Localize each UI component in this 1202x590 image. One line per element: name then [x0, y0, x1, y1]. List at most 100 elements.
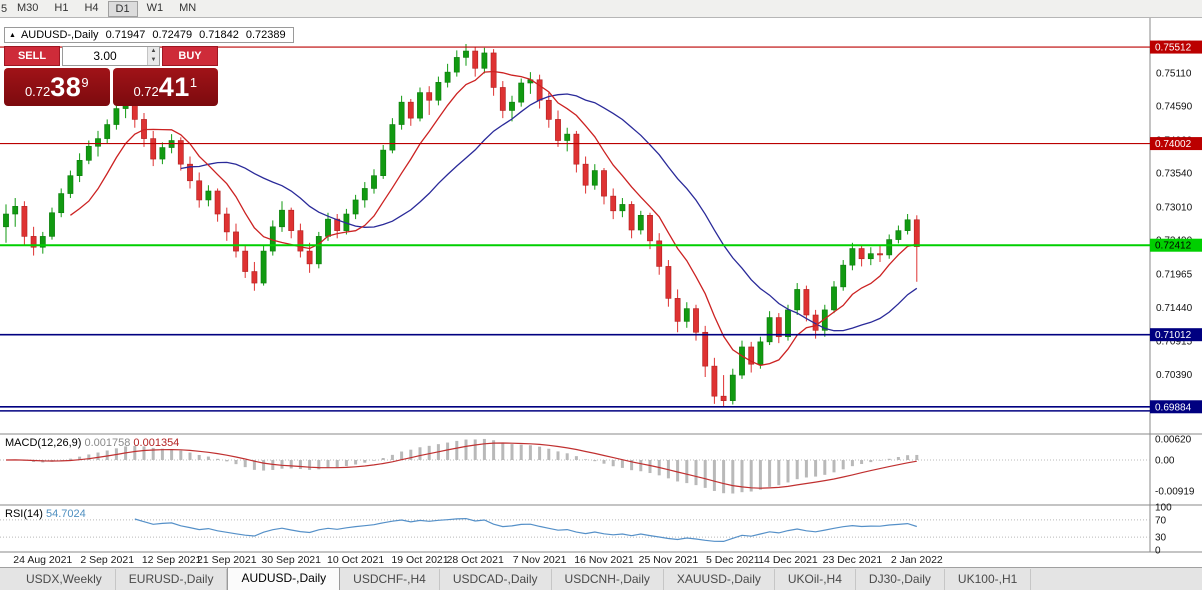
candle-body — [352, 199, 359, 215]
sell-button[interactable]: SELL — [4, 46, 60, 66]
candle-body — [3, 213, 9, 228]
price-tag — [1150, 137, 1202, 151]
candle-body — [656, 240, 663, 267]
candle-body — [371, 175, 377, 189]
candle-body — [610, 195, 617, 212]
macd-axis-label: 0.00620 — [1155, 435, 1192, 446]
candle-body — [637, 214, 644, 231]
candle-body — [720, 395, 727, 401]
candle-body — [693, 308, 699, 333]
date-axis-label: 12 Sep 2021 — [142, 554, 202, 566]
tab-usdx-weekly[interactable]: USDX,Weekly — [13, 569, 116, 590]
macd-axis-label: -0.00919 — [1155, 487, 1195, 498]
chart-ohlc-readout: ▲ AUDUSD-,Daily 0.71947 0.72479 0.71842 … — [4, 27, 294, 43]
candle-body — [729, 374, 736, 401]
clipped-toolbar-button[interactable]: 5 — [1, 2, 8, 15]
candle-body — [39, 236, 46, 248]
candle-body — [30, 236, 37, 248]
ohlc-low: 0.71842 — [199, 29, 239, 41]
volume-spinner: ▲ ▼ — [147, 47, 159, 65]
candle-body — [426, 92, 433, 101]
buy-button[interactable]: BUY — [162, 46, 218, 66]
candle-body — [233, 231, 239, 252]
candle-body — [509, 101, 515, 111]
candle-body — [490, 52, 497, 88]
candle-body — [536, 79, 543, 101]
price-tag-label: 0.75512 — [1155, 43, 1192, 54]
candle-body — [647, 214, 653, 242]
candle-body — [766, 317, 773, 343]
date-axis-label: 19 Oct 2021 — [391, 554, 448, 566]
candle-body — [794, 289, 801, 311]
timeframe-button-w1[interactable]: W1 — [146, 1, 164, 14]
date-axis-label: 2 Jan 2022 — [891, 554, 943, 566]
tab-usdcnh-daily[interactable]: USDCNH-,Daily — [552, 569, 664, 590]
tab-audusd-daily[interactable]: AUDUSD-,Daily — [227, 567, 341, 590]
timeframe-button-d1[interactable]: D1 — [107, 0, 138, 17]
candle-body — [288, 209, 295, 231]
candle-body — [702, 331, 709, 367]
rsi-axis-label: 0 — [1155, 546, 1161, 557]
candle-body — [315, 236, 322, 265]
candle-body — [187, 163, 193, 182]
candle-body — [58, 193, 65, 214]
candle-body — [95, 138, 101, 147]
timeframe-button-mn[interactable]: MN — [179, 1, 197, 14]
tab-usdchf-h4[interactable]: USDCHF-,H4 — [340, 569, 440, 590]
candle-body — [849, 248, 856, 266]
tab-uk100-h1[interactable]: UK100-,H1 — [945, 569, 1032, 590]
candle-body — [886, 239, 893, 256]
candle-body — [748, 346, 755, 365]
candle-body — [858, 248, 865, 260]
price-tag-label: 0.74002 — [1155, 139, 1192, 150]
candle-body — [361, 188, 368, 201]
candle-body — [76, 160, 83, 176]
candle-body — [306, 250, 313, 265]
timeframe-button-h4[interactable]: H4 — [84, 1, 99, 14]
candle-body — [67, 175, 74, 194]
candle-body — [739, 346, 745, 376]
price-axis-label: 0.74590 — [1156, 101, 1193, 112]
candle-body — [444, 71, 451, 83]
candle-body — [297, 230, 304, 252]
candle-body — [113, 108, 120, 125]
volume-input[interactable]: 3.00 — [93, 49, 117, 63]
tab-eurusd-daily[interactable]: EURUSD-,Daily — [116, 569, 228, 590]
volume-down-button[interactable]: ▼ — [148, 56, 159, 65]
symbol-tabbar: USDX,Weekly EURUSD-,Daily AUDUSD-,Daily USD… — [0, 567, 1202, 590]
buy-price-prefix: 0.72 — [133, 84, 159, 99]
sell-price-pipette: 9 — [81, 75, 89, 90]
candle-body — [904, 219, 911, 231]
candle-body — [582, 163, 589, 186]
macd-signal-line — [5, 442, 917, 489]
rsi-indicator-label: RSI(14) 54.7024 — [5, 508, 86, 520]
tab-dj30-daily[interactable]: DJ30-,Daily — [856, 569, 945, 590]
tab-usdcad-daily[interactable]: USDCAD-,Daily — [440, 569, 552, 590]
candle-body — [913, 219, 920, 247]
tab-xauusd-daily[interactable]: XAUUSD-,Daily — [664, 569, 775, 590]
price-tag — [1150, 40, 1202, 54]
candle-body — [435, 82, 442, 101]
timeframe-button-h1[interactable]: H1 — [54, 1, 69, 14]
buy-price-display[interactable]: 0.72411 — [112, 68, 218, 106]
candle-body — [803, 289, 810, 316]
tab-ukoil-h4[interactable]: UKOil-,H4 — [775, 569, 856, 590]
candle-body — [223, 213, 230, 233]
candle-body — [453, 57, 460, 73]
ma-slow-line — [180, 93, 918, 332]
price-tag-label: 0.71012 — [1155, 330, 1192, 341]
ohlc-close: 0.72389 — [245, 29, 286, 41]
collapse-panel-icon[interactable]: ▲ — [9, 31, 16, 39]
candle-body — [867, 253, 874, 260]
candle-body — [205, 190, 212, 201]
rsi-axis-label: 70 — [1155, 515, 1167, 526]
volume-up-button[interactable]: ▲ — [148, 47, 159, 56]
candle-body — [665, 266, 672, 299]
sell-price-display[interactable]: 0.72389 — [4, 68, 110, 106]
candle-body — [242, 250, 249, 272]
ohlc-high: 0.72479 — [152, 29, 193, 41]
price-tag-label: 0.69884 — [1155, 402, 1192, 413]
timeframe-button-m30[interactable]: M30 — [17, 1, 39, 14]
date-axis-label: 21 Sep 2021 — [197, 554, 257, 566]
